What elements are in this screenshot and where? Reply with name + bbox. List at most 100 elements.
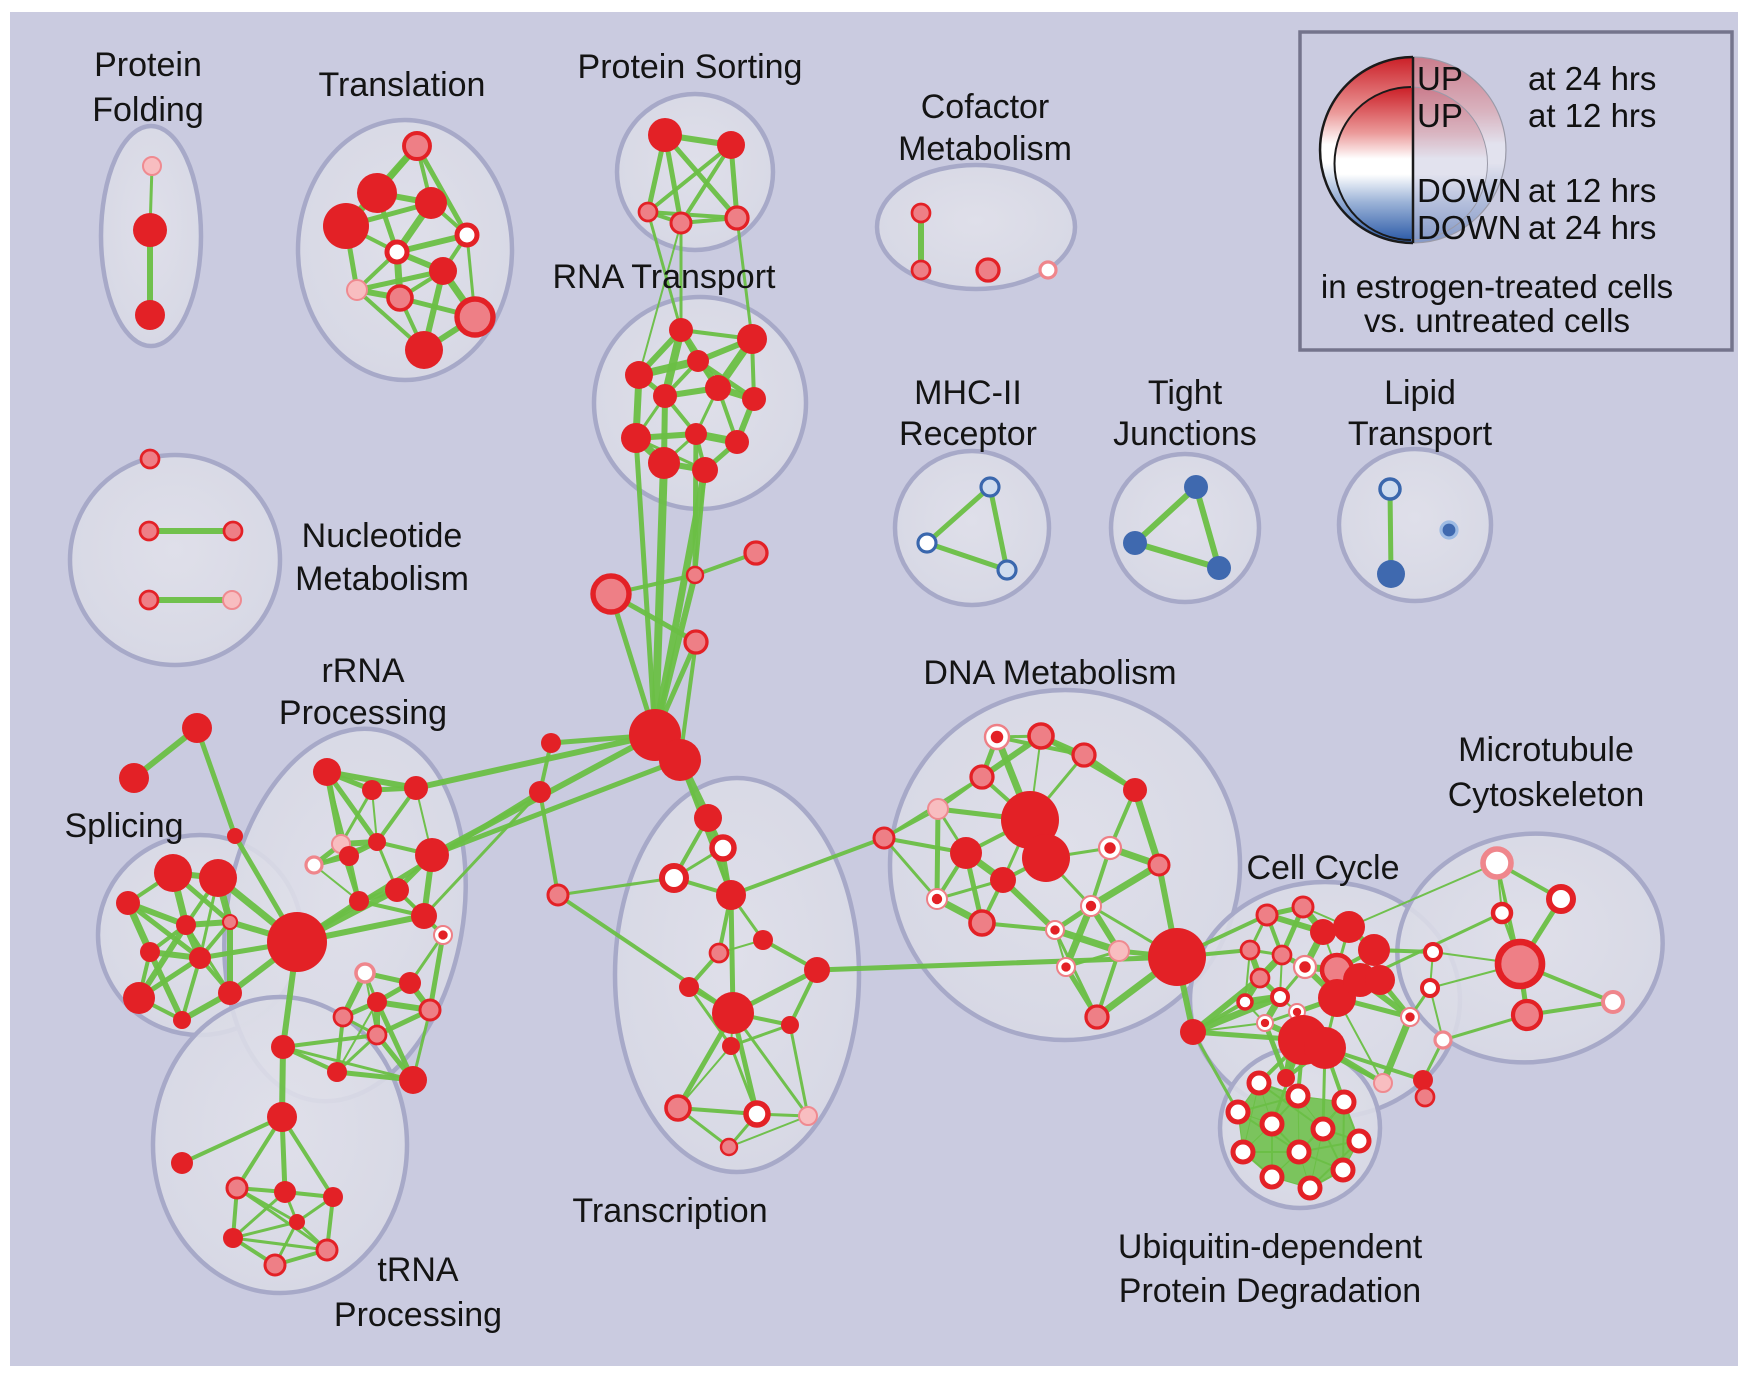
edge (735, 216, 754, 341)
node-rr13 (399, 972, 421, 994)
node-tn2 (267, 1102, 297, 1132)
edge (339, 788, 374, 846)
edge (231, 1236, 329, 1252)
node-mt4 (1494, 938, 1546, 990)
node-rt4 (625, 361, 653, 389)
node-sp2 (199, 859, 237, 897)
node-st3 (227, 828, 243, 844)
node-st2 (119, 763, 149, 793)
node-cc2 (1255, 903, 1279, 927)
node-sp7 (189, 947, 211, 969)
legend-direction-2: DOWN (1417, 172, 1521, 209)
node-tx15 (719, 1137, 739, 1157)
node-tn3 (171, 1152, 193, 1174)
node-sp5 (221, 913, 239, 931)
node-dm2 (1027, 722, 1055, 750)
edge (125, 900, 203, 961)
node-cm3 (975, 257, 1001, 283)
edge (1189, 993, 1284, 1036)
cluster-label-lipid-transport: Lipid Transport (1348, 374, 1493, 453)
edge (422, 790, 542, 918)
node-rt5 (705, 375, 731, 401)
node-tj3 (1207, 556, 1231, 580)
edge (1132, 540, 1222, 571)
node-sp6 (140, 942, 160, 962)
node-dm10 (990, 867, 1016, 893)
edge (1191, 1030, 1240, 1114)
node-dm8 (1022, 834, 1070, 882)
node-nm2 (138, 520, 160, 542)
node-rr11 (411, 903, 437, 929)
node-sp3 (116, 891, 140, 915)
edge (924, 484, 993, 546)
node-ub1 (1246, 1070, 1272, 1096)
edge (413, 732, 658, 791)
node-cc22 (1277, 1069, 1295, 1087)
node-tx7 (679, 977, 699, 997)
node-dm14 (968, 909, 996, 937)
node-nm5 (222, 590, 242, 610)
edge (429, 757, 683, 858)
node-rt12 (692, 457, 718, 483)
node-ub10 (1259, 1164, 1285, 1190)
edge (728, 1115, 809, 1148)
node-mh1 (979, 476, 1001, 498)
node-mt9 (1433, 1030, 1453, 1050)
node-cc7 (1239, 939, 1261, 961)
node-rr17 (366, 1024, 388, 1046)
node-tx13 (743, 1100, 771, 1128)
node-t6 (384, 239, 410, 265)
edge (646, 143, 733, 214)
cluster-ellipse-lipid-transport (1336, 446, 1494, 604)
cluster-label-tight-junctions: Tight Junctions (1113, 374, 1257, 453)
node-core-dm13 (931, 893, 943, 905)
node-rr9 (385, 878, 409, 902)
node-tj2 (1123, 531, 1147, 555)
edge (693, 468, 707, 577)
node-tn5 (274, 1181, 296, 1203)
edge (679, 143, 733, 225)
node-tn10 (289, 1214, 305, 1230)
cluster-label-splicing: Splicing (64, 807, 183, 845)
node-lt1 (1378, 477, 1402, 501)
node-tn6 (323, 1187, 343, 1207)
node-dm11 (950, 837, 982, 869)
edge (1348, 862, 1498, 928)
node-rt11 (648, 447, 680, 479)
legend-time-0: at 24 hrs (1528, 60, 1656, 97)
node-ub4 (1331, 1089, 1357, 1115)
cluster-label-rna-transport: RNA Transport (553, 258, 777, 296)
node-tx10 (781, 1016, 799, 1034)
edge (556, 893, 735, 1015)
cluster-label-rrna-processing: rRNA Processing (279, 652, 447, 732)
edge (1193, 484, 1222, 571)
edge (336, 1001, 378, 1073)
edge (414, 143, 470, 238)
node-h7 (541, 733, 561, 753)
node-dm20 (1148, 928, 1206, 986)
node-ub2 (1285, 1083, 1311, 1109)
cluster-ellipse-nucleotide (67, 452, 283, 668)
node-dm6 (872, 826, 896, 850)
edge (651, 459, 668, 739)
edge (556, 876, 676, 897)
cluster-label-protein-sorting: Protein Sorting (578, 48, 803, 86)
node-cc11 (1249, 967, 1271, 989)
node-rr6 (339, 846, 359, 866)
cluster-label-translation: Translation (319, 66, 486, 104)
node-rr2 (362, 780, 382, 800)
edge (882, 836, 939, 901)
node-tn4 (225, 1176, 249, 1200)
edge (638, 222, 682, 376)
legend-time-3: at 24 hrs (1528, 209, 1656, 246)
node-core-dm15 (1085, 900, 1097, 912)
node-cc1 (1180, 1019, 1206, 1045)
node-ub7 (1230, 1139, 1256, 1165)
node-ub6 (1310, 1116, 1336, 1142)
node-nm3 (222, 520, 244, 542)
edge (194, 725, 238, 839)
node-core-cc20 (1405, 1012, 1415, 1022)
node-t3 (415, 187, 447, 219)
node-cc3 (1291, 895, 1315, 919)
node-mt10 (1413, 1070, 1433, 1090)
